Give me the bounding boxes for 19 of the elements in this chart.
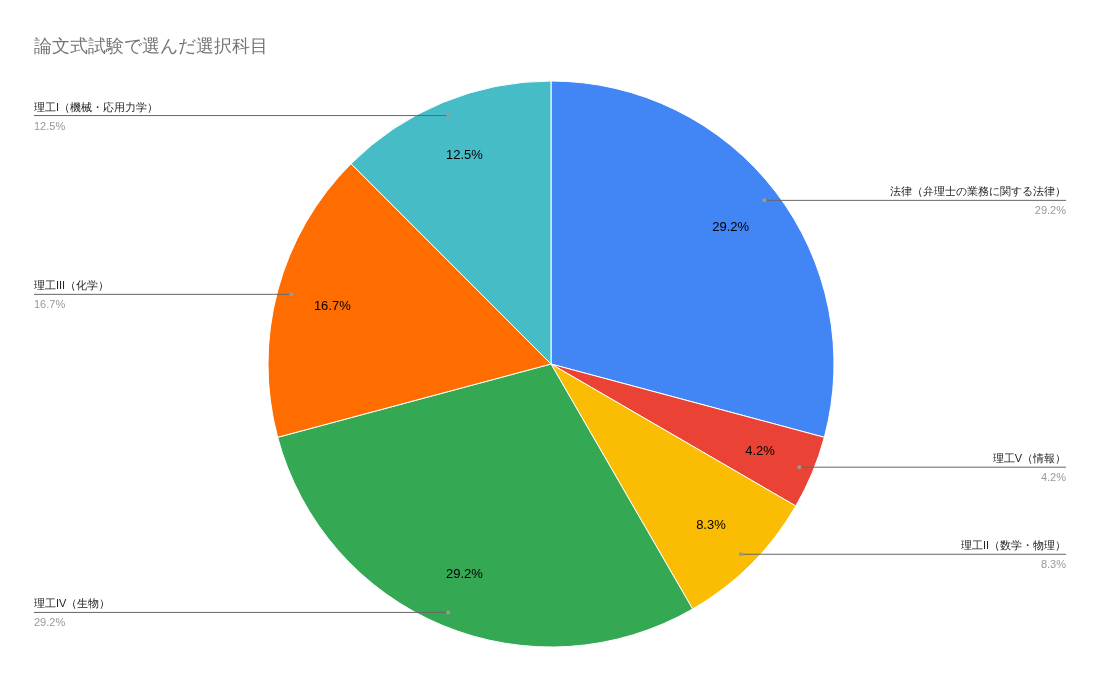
data-label: 4.2%	[745, 443, 776, 459]
text: 16.7%	[34, 298, 66, 311]
data-label: 8.3%	[696, 516, 727, 532]
text: 8.3%	[1040, 558, 1066, 571]
data-label: 29.2%	[446, 565, 484, 581]
slice-label: 理工II（数学・物理）	[960, 539, 1066, 552]
text: 29.2%	[1034, 204, 1066, 217]
slice-label: 理工III（化学）	[34, 279, 110, 292]
chart-title: 論文式試験で選んだ選択科目	[34, 36, 268, 56]
text: 29.2%	[34, 616, 66, 629]
slice-label: 理工IV（生物）	[34, 597, 111, 610]
text: 4.2%	[1040, 471, 1066, 484]
slice-label: 理工I（機械・応用力学）	[34, 100, 159, 113]
slice-label: 理工V（情報）	[992, 452, 1066, 465]
text: 12.5%	[34, 119, 66, 132]
data-label: 16.7%	[313, 297, 352, 313]
data-label: 12.5%	[446, 147, 484, 163]
data-label: 29.2%	[712, 218, 750, 234]
slice-label: 法律（弁理士の業務に関する法律）	[890, 185, 1066, 199]
